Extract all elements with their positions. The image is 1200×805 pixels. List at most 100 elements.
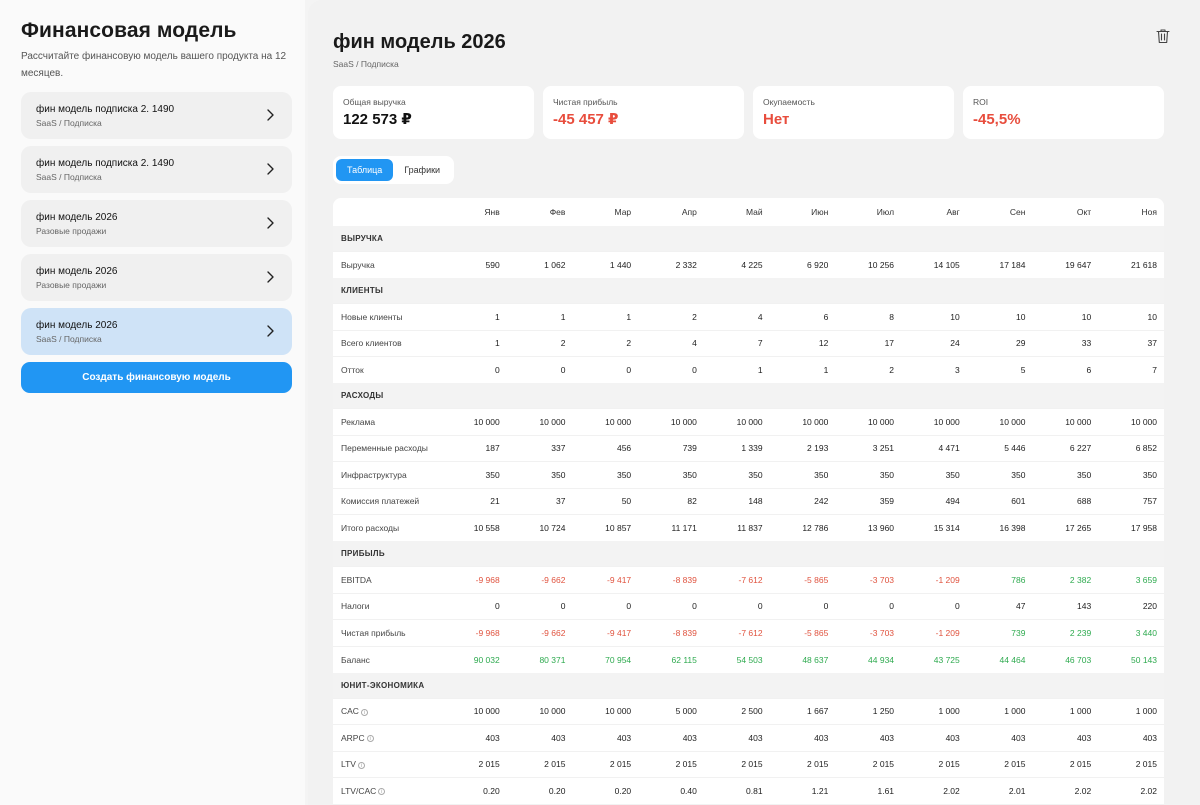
month-header: Июн (811, 207, 829, 217)
row-label: Налоги (333, 592, 441, 620)
table-cell: -9 968 (441, 566, 507, 593)
table-cell: 2 015 (966, 750, 1033, 778)
model-list-item[interactable]: фин модель подписка 2. 1490 SaaS / Подпис… (21, 92, 292, 139)
create-model-button[interactable]: Создать финансовую модель (21, 362, 292, 393)
table-cell: 350 (1098, 461, 1164, 488)
table-cell: 1 (441, 329, 507, 357)
table-cell: 33 (1032, 329, 1099, 357)
table-cell: 337 (506, 434, 573, 462)
kpi-label: Чистая прибыль (553, 97, 618, 107)
table-cell: 1.61 (835, 777, 902, 804)
table-cell: -9 417 (572, 619, 639, 646)
table-row: Реклама 10 000 10 000 10 000 10 000 10 000 10 … (333, 408, 1164, 435)
model-subtitle: SaaS / Подписка (333, 59, 399, 69)
table-cell: 2.01 (966, 777, 1033, 804)
info-icon[interactable]: i (360, 708, 368, 716)
kpi-cards: Общая выручка 122 573 ₽ Чистая прибыль -45 … (333, 86, 1164, 139)
model-list-item[interactable]: фин модель 2026 SaaS / Подписка (21, 308, 292, 355)
row-label-text: CAC (341, 706, 359, 717)
table-cell: 350 (835, 461, 902, 488)
table-row: Новые клиенты 1 1 1 2 4 6 8 10 10 10 10 (333, 303, 1164, 330)
table-cell: 1.21 (769, 777, 836, 804)
table-cell: 1 (441, 303, 507, 330)
table-cell: 1 (506, 303, 573, 330)
table-cell: -9 662 (506, 566, 573, 593)
tab-charts[interactable]: Графики (404, 165, 441, 175)
tab-table[interactable]: Таблица (336, 159, 394, 181)
table-row: EBITDA -9 968 -9 662 -9 417 -8 839 -7 612 -5 8… (333, 566, 1164, 593)
table-cell: 10 000 (835, 408, 902, 435)
table-cell: 54 503 (703, 645, 770, 673)
table-cell: -8 839 (638, 566, 704, 593)
table-cell: 590 (441, 251, 507, 278)
table-cell: 4 (638, 329, 704, 357)
table-cell: 403 (506, 724, 573, 751)
table-section-row: ПРИБЫЛЬ (333, 541, 1164, 567)
table-cell: 359 (835, 487, 902, 515)
row-label-text: LTV/CAC (341, 786, 377, 796)
table-cell: 10 000 (506, 408, 573, 435)
kpi-label: Общая выручка (343, 97, 406, 107)
model-list-item[interactable]: фин модель 2026 Разовые продажи (21, 254, 292, 301)
table-cell: 5 446 (966, 434, 1033, 462)
finance-table-container: Янв Фев Мар Апр Май Июн Июл Авг Сен Окт Ноя ВЫРУЧК… (333, 198, 1164, 804)
table-cell: 11 171 (638, 514, 704, 541)
table-cell: 21 (441, 487, 507, 515)
table-cell: 1 000 (1098, 697, 1164, 725)
table-cell: 7 (1098, 356, 1164, 383)
row-label: Всего клиентов (333, 329, 441, 357)
model-item-name: фин модель подписка 2. 1490 (36, 158, 175, 169)
row-label: CAC i (333, 697, 441, 725)
row-label-text: Новые клиенты (341, 311, 403, 322)
table-cell: 37 (506, 487, 573, 515)
table-cell: -7 612 (703, 619, 770, 646)
table-header-empty (333, 198, 441, 226)
sidebar: Финансовая модель Рассчитайте финансовую… (0, 0, 305, 805)
table-cell: 24 (901, 329, 967, 357)
row-label-text: EBITDA (341, 574, 372, 585)
table-cell: 10 000 (572, 408, 639, 435)
model-item-name: фин модель 2026 (36, 266, 118, 277)
month-header: Фев (549, 207, 566, 217)
table-row: Переменные расходы 187 337 456 739 1 339 2 193… (333, 434, 1164, 462)
model-item-name: фин модель 2026 (36, 212, 118, 223)
table-row: Всего клиентов 1 2 2 4 7 12 17 24 29 33 37 (333, 329, 1164, 357)
row-label-text: Комиссия платежей (341, 496, 420, 507)
table-cell: 601 (966, 487, 1033, 515)
table-cell: 10 857 (572, 514, 639, 541)
row-label: Комиссия платежей (333, 487, 441, 515)
table-cell: 5 (966, 356, 1033, 383)
model-list-item[interactable]: фин модель подписка 2. 1490 SaaS / Подпис… (21, 146, 292, 193)
table-cell: -1 209 (901, 566, 967, 593)
model-item-type: Разовые продажи (36, 226, 107, 236)
table-row: Налоги 0 0 0 0 0 0 0 0 47 143 220 (333, 592, 1164, 620)
table-cell: 50 (572, 487, 639, 515)
table-cell: 0.20 (441, 777, 507, 804)
table-cell: 403 (441, 724, 507, 751)
table-cell: 2 332 (638, 251, 704, 278)
table-cell: 403 (1032, 724, 1099, 751)
row-label-text: Выручка (341, 260, 375, 270)
table-cell: -9 417 (572, 566, 639, 593)
table-cell: 10 256 (835, 251, 902, 278)
table-cell: 10 (966, 303, 1033, 330)
row-label: EBITDA (333, 566, 441, 593)
row-label: Новые клиенты (333, 303, 441, 330)
row-label: Итого расходы (333, 514, 441, 541)
row-label-text: ARPC (341, 732, 365, 743)
info-icon[interactable]: i (366, 735, 374, 742)
table-cell: 10 000 (1032, 408, 1099, 435)
row-label-text: LTV (341, 759, 356, 770)
month-header: Май (745, 207, 763, 217)
model-list-item[interactable]: фин модель 2026 Разовые продажи (21, 200, 292, 247)
table-cell: 10 000 (1098, 408, 1164, 435)
table-cell: 1 440 (572, 251, 639, 278)
chevron-right-icon (267, 163, 274, 175)
info-icon[interactable]: i (378, 788, 386, 796)
table-cell: 0.20 (572, 777, 639, 804)
row-label: Отток (333, 356, 441, 383)
trash-icon[interactable] (1156, 28, 1170, 44)
info-icon[interactable]: i (357, 761, 365, 769)
table-cell: -3 703 (835, 566, 902, 593)
row-label-text: Итого расходы (341, 523, 400, 533)
